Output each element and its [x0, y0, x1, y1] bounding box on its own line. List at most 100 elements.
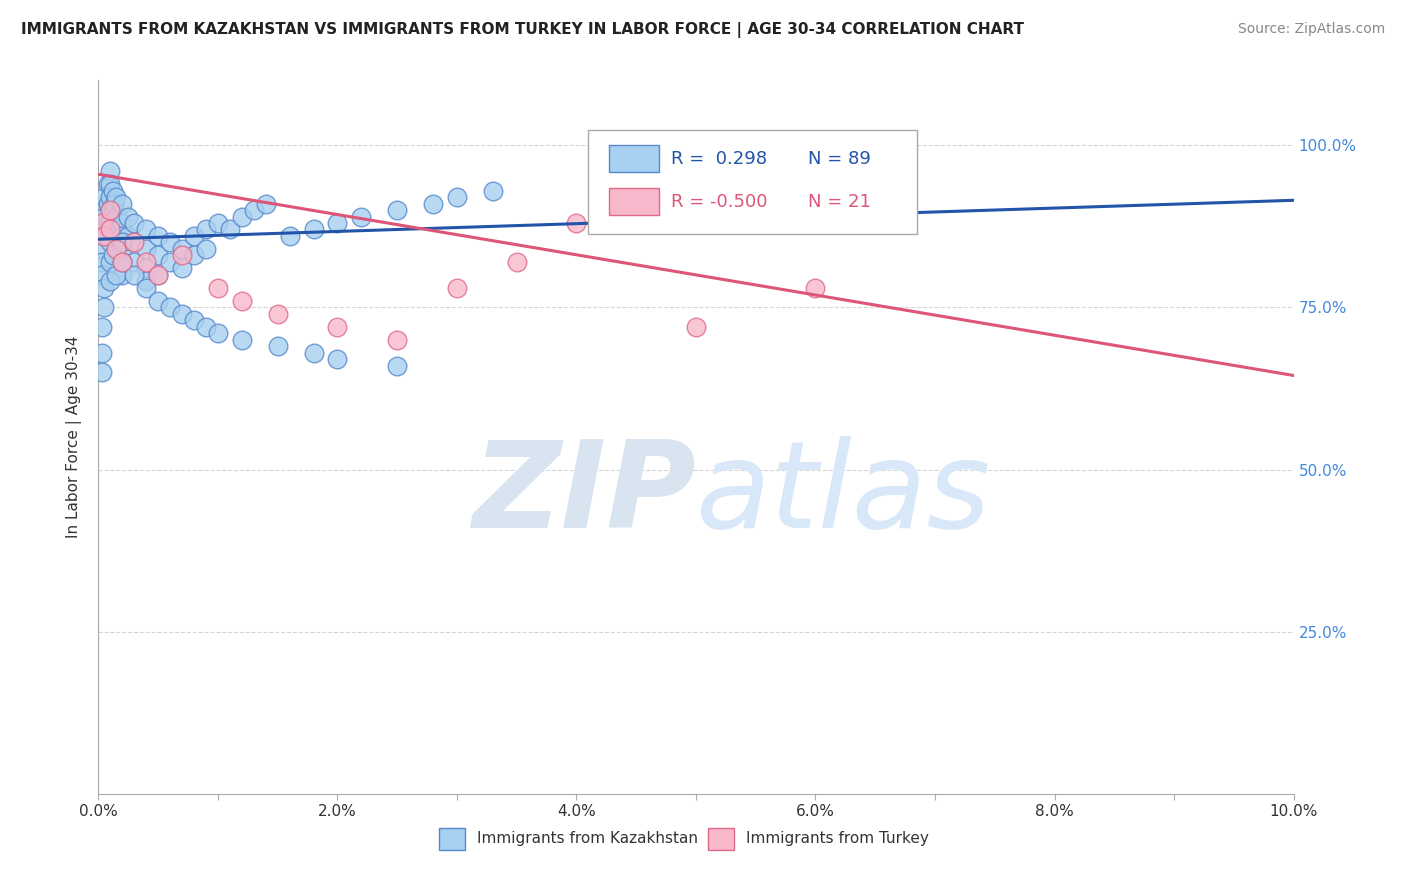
- Point: [267, 339, 290, 353]
- Point: [93, 190, 115, 204]
- Point: [422, 196, 444, 211]
- Point: [111, 196, 134, 211]
- Point: [804, 281, 827, 295]
- Point: [231, 333, 253, 347]
- Point: [159, 255, 181, 269]
- FancyBboxPatch shape: [609, 145, 659, 172]
- Text: Source: ZipAtlas.com: Source: ZipAtlas.com: [1237, 22, 1385, 37]
- Point: [93, 210, 115, 224]
- Y-axis label: In Labor Force | Age 30-34: In Labor Force | Age 30-34: [66, 335, 83, 539]
- Point: [98, 202, 122, 217]
- Point: [101, 202, 124, 217]
- Point: [91, 242, 114, 256]
- Text: R =  0.298: R = 0.298: [671, 150, 768, 168]
- Point: [98, 177, 122, 191]
- Point: [685, 319, 707, 334]
- Point: [183, 313, 205, 327]
- Text: atlas: atlas: [696, 435, 991, 553]
- Point: [93, 229, 115, 244]
- Text: N = 89: N = 89: [808, 150, 872, 168]
- Point: [97, 177, 120, 191]
- Point: [172, 307, 194, 321]
- Point: [183, 248, 205, 262]
- Point: [302, 345, 325, 359]
- Point: [105, 190, 128, 204]
- Point: [91, 365, 114, 379]
- Point: [91, 229, 114, 244]
- Point: [91, 345, 114, 359]
- Point: [91, 216, 114, 230]
- Point: [105, 210, 128, 224]
- Point: [326, 319, 349, 334]
- Point: [195, 319, 218, 334]
- Point: [207, 326, 229, 341]
- Point: [159, 235, 181, 250]
- Point: [326, 352, 349, 367]
- Point: [135, 274, 157, 288]
- Point: [93, 281, 115, 295]
- Point: [103, 196, 125, 211]
- Point: [326, 216, 349, 230]
- Point: [98, 222, 122, 236]
- Point: [124, 216, 146, 230]
- Point: [183, 229, 205, 244]
- Point: [124, 235, 146, 250]
- Point: [148, 248, 170, 262]
- Point: [107, 222, 129, 236]
- Point: [93, 301, 115, 315]
- Text: IMMIGRANTS FROM KAZAKHSTAN VS IMMIGRANTS FROM TURKEY IN LABOR FORCE | AGE 30-34 : IMMIGRANTS FROM KAZAKHSTAN VS IMMIGRANTS…: [21, 22, 1024, 38]
- Point: [865, 138, 887, 153]
- Text: ZIP: ZIP: [472, 435, 696, 553]
- Point: [98, 235, 122, 250]
- Point: [243, 202, 266, 217]
- Point: [111, 235, 134, 250]
- Point: [97, 216, 120, 230]
- Point: [446, 281, 468, 295]
- Point: [117, 229, 139, 244]
- Point: [111, 229, 134, 244]
- Point: [111, 255, 134, 269]
- Point: [148, 268, 170, 282]
- Point: [385, 359, 409, 373]
- Point: [101, 184, 124, 198]
- Point: [111, 268, 134, 282]
- Point: [302, 222, 325, 236]
- Point: [148, 268, 170, 282]
- Point: [482, 184, 505, 198]
- Point: [91, 255, 114, 269]
- Point: [98, 255, 122, 269]
- Point: [135, 255, 157, 269]
- Point: [195, 242, 218, 256]
- FancyBboxPatch shape: [609, 188, 659, 215]
- Point: [91, 202, 114, 217]
- Point: [135, 261, 157, 276]
- Point: [565, 216, 588, 230]
- Text: R = -0.500: R = -0.500: [671, 193, 768, 211]
- Point: [267, 307, 290, 321]
- Point: [91, 319, 114, 334]
- Point: [111, 255, 134, 269]
- Point: [385, 333, 409, 347]
- FancyBboxPatch shape: [439, 828, 465, 849]
- Point: [172, 248, 194, 262]
- Point: [219, 222, 242, 236]
- Point: [105, 268, 128, 282]
- Point: [207, 216, 229, 230]
- Point: [148, 293, 170, 308]
- Point: [91, 216, 114, 230]
- Point: [159, 301, 181, 315]
- Point: [117, 210, 139, 224]
- Point: [101, 248, 124, 262]
- FancyBboxPatch shape: [709, 828, 734, 849]
- Point: [254, 196, 277, 211]
- Point: [124, 235, 146, 250]
- Point: [385, 202, 409, 217]
- Point: [98, 202, 122, 217]
- Point: [105, 242, 128, 256]
- Point: [98, 274, 122, 288]
- Point: [98, 216, 122, 230]
- Point: [97, 196, 120, 211]
- Text: Immigrants from Turkey: Immigrants from Turkey: [747, 830, 929, 846]
- Point: [135, 222, 157, 236]
- Point: [135, 242, 157, 256]
